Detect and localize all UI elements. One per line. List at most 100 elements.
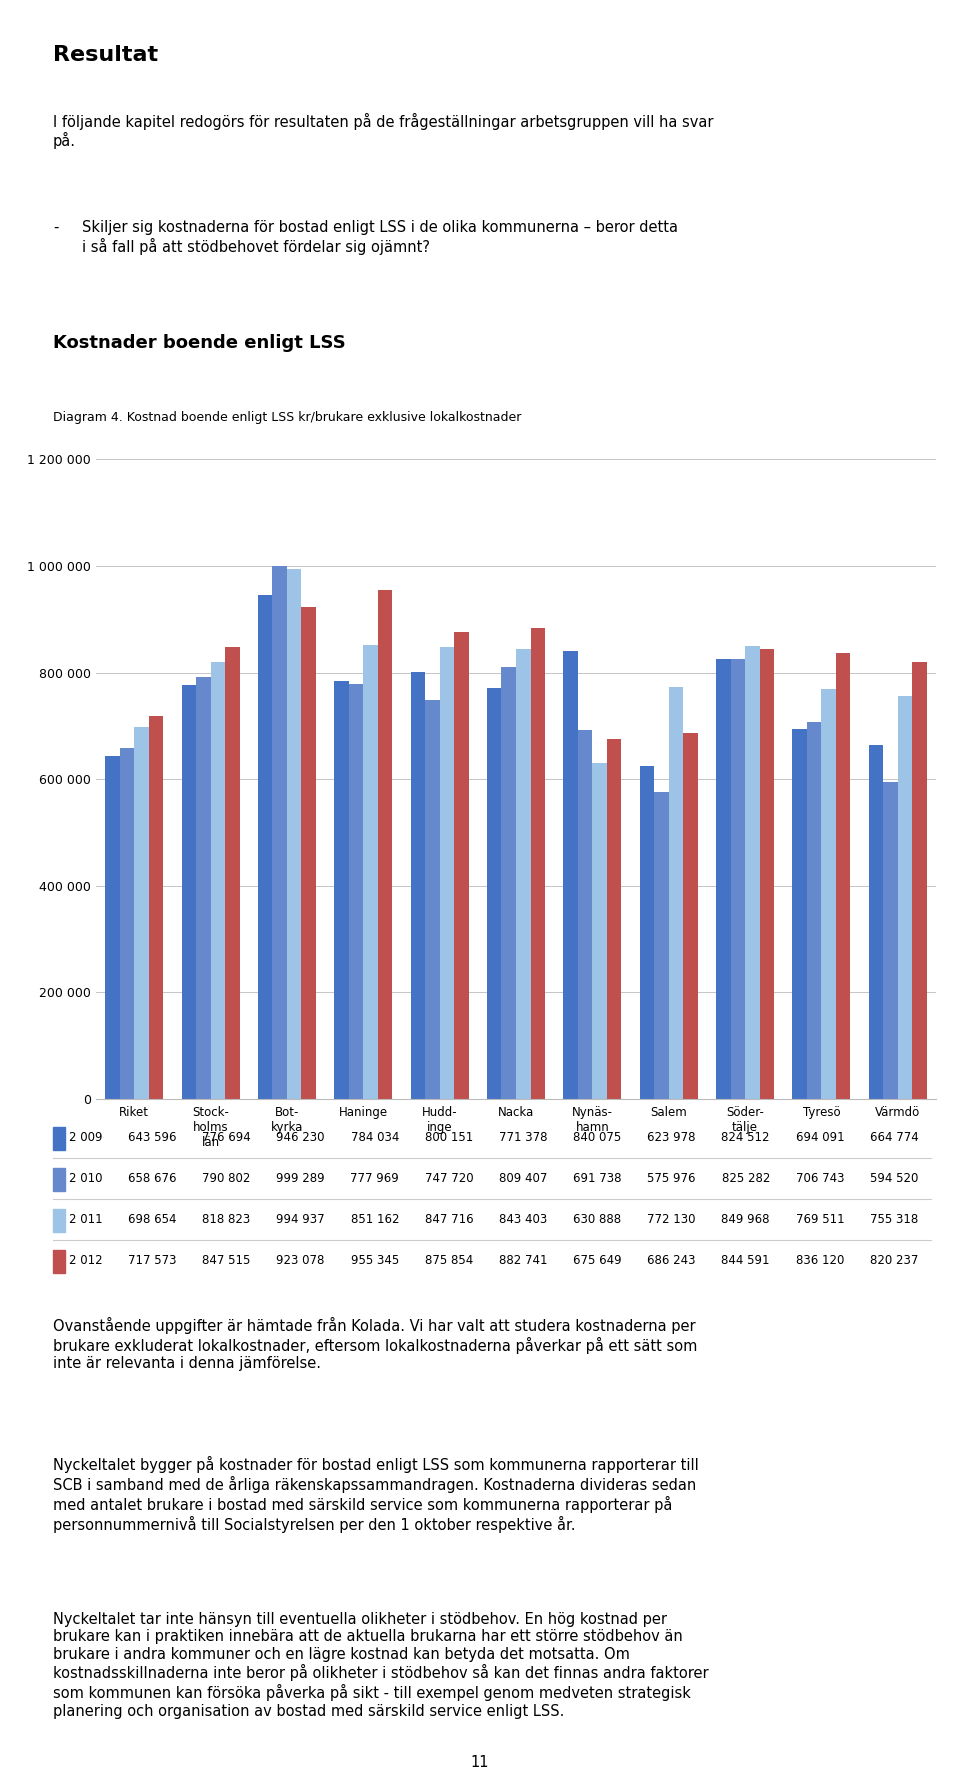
Bar xyxy=(287,568,301,1099)
Text: 2 009: 2 009 xyxy=(69,1131,103,1144)
Text: 771 378: 771 378 xyxy=(499,1131,547,1144)
Bar xyxy=(578,731,592,1099)
Bar xyxy=(792,729,807,1099)
Bar xyxy=(501,668,516,1099)
Text: 575 976: 575 976 xyxy=(647,1172,696,1185)
Text: 784 034: 784 034 xyxy=(350,1131,399,1144)
Text: Nyckeltalet bygger på kostnader för bostad enligt LSS som kommunerna rapporterar: Nyckeltalet bygger på kostnader för bost… xyxy=(53,1456,699,1533)
Text: 836 120: 836 120 xyxy=(796,1254,844,1267)
Text: 594 520: 594 520 xyxy=(870,1172,919,1185)
Text: 875 854: 875 854 xyxy=(425,1254,473,1267)
Text: 955 345: 955 345 xyxy=(350,1254,399,1267)
Bar xyxy=(181,684,196,1099)
Bar xyxy=(225,647,240,1099)
Text: Skiljer sig kostnaderna för bostad enligt LSS i de olika kommunerna – beror dett: Skiljer sig kostnaderna för bostad enlig… xyxy=(82,220,678,254)
Bar xyxy=(639,767,654,1099)
Text: 800 151: 800 151 xyxy=(425,1131,473,1144)
Text: Kostnader boende enligt LSS: Kostnader boende enligt LSS xyxy=(53,334,346,352)
Text: 923 078: 923 078 xyxy=(276,1254,324,1267)
Bar xyxy=(378,590,393,1099)
Text: 825 282: 825 282 xyxy=(722,1172,770,1185)
Bar xyxy=(363,645,378,1099)
Text: Nyckeltalet tar inte hänsyn till eventuella olikheter i stödbehov. En hög kostna: Nyckeltalet tar inte hänsyn till eventue… xyxy=(53,1612,708,1719)
Bar xyxy=(106,756,120,1099)
Text: 840 075: 840 075 xyxy=(573,1131,621,1144)
Text: -: - xyxy=(53,220,59,234)
Text: 2 011: 2 011 xyxy=(69,1213,103,1226)
Bar xyxy=(440,647,454,1099)
Text: 717 573: 717 573 xyxy=(128,1254,177,1267)
Text: 691 738: 691 738 xyxy=(573,1172,622,1185)
Text: 999 289: 999 289 xyxy=(276,1172,325,1185)
Text: 809 407: 809 407 xyxy=(499,1172,547,1185)
Text: Resultat: Resultat xyxy=(53,45,158,64)
Text: 849 968: 849 968 xyxy=(722,1213,770,1226)
Bar xyxy=(425,701,440,1099)
Text: 994 937: 994 937 xyxy=(276,1213,325,1226)
Text: 686 243: 686 243 xyxy=(647,1254,696,1267)
Bar xyxy=(869,745,883,1099)
Bar xyxy=(731,659,745,1099)
Bar xyxy=(607,738,621,1099)
Text: 643 596: 643 596 xyxy=(128,1131,177,1144)
Text: 824 512: 824 512 xyxy=(722,1131,770,1144)
Text: 820 237: 820 237 xyxy=(870,1254,919,1267)
Text: 776 694: 776 694 xyxy=(203,1131,251,1144)
Text: Diagram 4. Kostnad boende enligt LSS kr/brukare exklusive lokalkostnader: Diagram 4. Kostnad boende enligt LSS kr/… xyxy=(53,411,521,424)
Text: 675 649: 675 649 xyxy=(573,1254,622,1267)
Text: 777 969: 777 969 xyxy=(350,1172,399,1185)
Bar xyxy=(912,661,926,1099)
Bar xyxy=(684,733,698,1099)
Bar xyxy=(716,659,731,1099)
Text: 790 802: 790 802 xyxy=(203,1172,251,1185)
Bar xyxy=(301,608,316,1099)
Text: 2 010: 2 010 xyxy=(69,1172,103,1185)
Text: 2 012: 2 012 xyxy=(69,1254,103,1267)
Bar xyxy=(592,763,607,1099)
Bar xyxy=(273,566,287,1099)
Text: 698 654: 698 654 xyxy=(128,1213,177,1226)
Text: 658 676: 658 676 xyxy=(128,1172,177,1185)
Text: 772 130: 772 130 xyxy=(647,1213,696,1226)
Bar xyxy=(836,654,851,1099)
Bar xyxy=(334,681,348,1099)
Text: 706 743: 706 743 xyxy=(796,1172,844,1185)
Bar xyxy=(898,697,912,1099)
Text: 818 823: 818 823 xyxy=(203,1213,251,1226)
Text: 664 774: 664 774 xyxy=(870,1131,919,1144)
Bar xyxy=(669,688,684,1099)
Bar xyxy=(883,783,898,1099)
Bar xyxy=(134,727,149,1099)
Text: 847 515: 847 515 xyxy=(203,1254,251,1267)
Text: I följande kapitel redogörs för resultaten på de frågeställningar arbetsgruppen : I följande kapitel redogörs för resultat… xyxy=(53,113,713,150)
Text: 844 591: 844 591 xyxy=(722,1254,770,1267)
Text: 851 162: 851 162 xyxy=(350,1213,399,1226)
Bar xyxy=(822,688,836,1099)
Text: 694 091: 694 091 xyxy=(796,1131,844,1144)
Text: 882 741: 882 741 xyxy=(499,1254,547,1267)
Bar xyxy=(516,649,531,1099)
Bar xyxy=(564,650,578,1099)
Bar xyxy=(196,677,210,1099)
Text: 769 511: 769 511 xyxy=(796,1213,844,1226)
Bar xyxy=(487,688,501,1099)
Bar xyxy=(149,717,163,1099)
Text: 847 716: 847 716 xyxy=(424,1213,473,1226)
Text: 623 978: 623 978 xyxy=(647,1131,696,1144)
Text: 11: 11 xyxy=(470,1755,490,1769)
Bar xyxy=(759,649,774,1099)
Bar xyxy=(807,722,822,1099)
Bar xyxy=(348,684,363,1099)
Text: 755 318: 755 318 xyxy=(870,1213,918,1226)
Bar xyxy=(531,629,545,1099)
Bar xyxy=(411,672,425,1099)
Text: Ovanstående uppgifter är hämtade från Kolada. Vi har valt att studera kostnadern: Ovanstående uppgifter är hämtade från Ko… xyxy=(53,1317,697,1371)
Bar xyxy=(454,633,468,1099)
Bar xyxy=(210,663,225,1099)
Text: 843 403: 843 403 xyxy=(499,1213,547,1226)
Text: 946 230: 946 230 xyxy=(276,1131,324,1144)
Bar xyxy=(654,792,669,1099)
Text: 747 720: 747 720 xyxy=(424,1172,473,1185)
Bar xyxy=(258,595,273,1099)
Bar xyxy=(120,747,134,1099)
